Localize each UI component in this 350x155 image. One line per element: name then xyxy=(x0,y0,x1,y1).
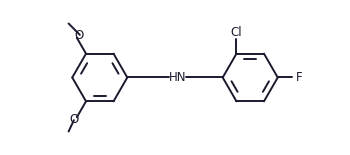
Text: O: O xyxy=(70,113,79,126)
Text: HN: HN xyxy=(169,71,186,84)
Text: O: O xyxy=(75,29,84,42)
Text: Cl: Cl xyxy=(231,26,242,39)
Text: F: F xyxy=(296,71,302,84)
